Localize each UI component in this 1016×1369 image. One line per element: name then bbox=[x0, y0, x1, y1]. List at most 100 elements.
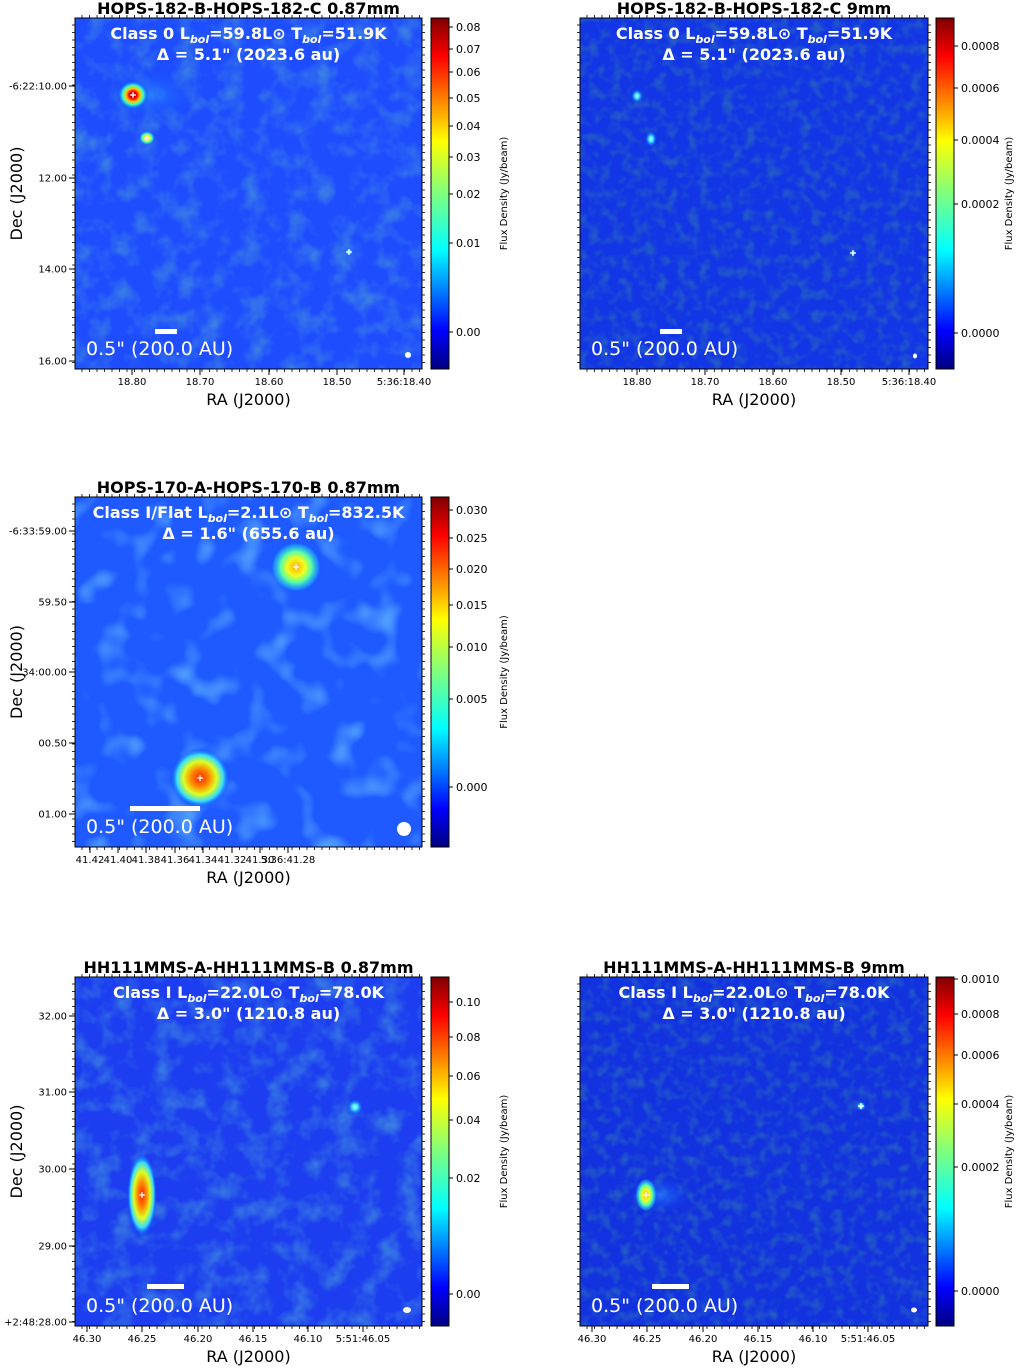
overlay-part-d: bol bbox=[309, 512, 328, 525]
overlay-separation-line: Δ = 5.1" (2023.6 au) bbox=[662, 45, 845, 64]
overlay-part-a: Class I/Flat L bbox=[93, 503, 208, 522]
axes-frame bbox=[74, 976, 423, 1327]
x-tick-label: 18.50 bbox=[323, 377, 352, 388]
colorbar-tick-label: 0.0002 bbox=[961, 1161, 1000, 1174]
x-axis-label: RA (J2000) bbox=[712, 390, 796, 409]
heatmap-image bbox=[75, 18, 422, 369]
overlay-part-d: bol bbox=[808, 33, 827, 46]
overlay-part-e: =832.5K bbox=[328, 503, 405, 522]
colorbar-label: Flux Density (Jy/beam) bbox=[499, 1095, 510, 1209]
heatmap-noise bbox=[75, 497, 422, 847]
minor-ticks bbox=[577, 15, 931, 372]
x-tick-label: 18.80 bbox=[623, 377, 652, 388]
y-tick-label: 30.00 bbox=[38, 1165, 67, 1176]
source-cross-marker bbox=[346, 249, 352, 255]
colorbar-tick-label: 0.02 bbox=[456, 1172, 481, 1185]
overlay-part-c: =2.1L⊙ T bbox=[227, 503, 309, 522]
colorbar-tick-label: 0.08 bbox=[456, 1031, 481, 1044]
source-emission-1 bbox=[347, 1099, 363, 1115]
colorbar-tick-label: 0.01 bbox=[456, 237, 481, 250]
colorbar-tick-label: 0.00 bbox=[456, 326, 481, 339]
colorbar-tick-label: 0.04 bbox=[456, 1114, 481, 1127]
x-tick-label: 41.32 bbox=[218, 855, 247, 866]
panel-title: HOPS-182-B-HOPS-182-C 0.87mm bbox=[97, 0, 400, 18]
colorbar-label: Flux Density (Jy/beam) bbox=[1004, 137, 1015, 251]
colorbar-tick-label: 0.0008 bbox=[961, 1008, 1000, 1021]
beam-ellipse bbox=[911, 1307, 917, 1313]
x-tick-label: 18.60 bbox=[255, 377, 284, 388]
colorbar-tick-label: 0.04 bbox=[456, 120, 481, 133]
x-tick-label: 5:51:46.05 bbox=[336, 1334, 390, 1345]
y-tick-label: 01.00 bbox=[38, 810, 67, 821]
scale-bar bbox=[155, 329, 177, 334]
x-tick-label: 46.15 bbox=[239, 1334, 268, 1345]
x-tick-label: 5:36:18.40 bbox=[377, 377, 431, 388]
x-tick-label: 5:51:46.05 bbox=[841, 1334, 895, 1345]
overlay-separation-line: Δ = 3.0" (1210.8 au) bbox=[157, 1004, 340, 1023]
overlay-part-e: =78.0K bbox=[824, 983, 890, 1002]
x-tick-label: 46.30 bbox=[578, 1334, 607, 1345]
colorbar-label: Flux Density (Jy/beam) bbox=[1004, 1095, 1015, 1209]
x-tick-label: 46.10 bbox=[799, 1334, 828, 1345]
source-cross-marker bbox=[850, 250, 856, 256]
y-tick-label: 00.50 bbox=[38, 739, 67, 750]
colorbar-tick-label: 0.0002 bbox=[961, 198, 1000, 211]
x-tick-label: 41.38 bbox=[132, 855, 161, 866]
overlay-part-a: Class I L bbox=[113, 983, 187, 1002]
panel-title: HH111MMS-A-HH111MMS-B 9mm bbox=[603, 958, 905, 977]
overlay-part-d: bol bbox=[805, 992, 824, 1005]
y-tick-label: 12.00 bbox=[38, 174, 67, 185]
y-axis-label: Dec (J2000) bbox=[7, 1105, 26, 1199]
colorbar-tick-label: 0.025 bbox=[456, 532, 488, 545]
source-cross-marker bbox=[139, 1192, 145, 1198]
x-tick-label: 46.20 bbox=[184, 1334, 213, 1345]
overlay-part-b: bol bbox=[695, 33, 714, 46]
colorbar-tick-label: 0.0004 bbox=[961, 1098, 1000, 1111]
colorbar-tick-label: 0.0008 bbox=[961, 40, 1000, 53]
colorbar-tick-label: 0.06 bbox=[456, 1070, 481, 1083]
x-tick-label: 5:36:18.40 bbox=[882, 377, 936, 388]
colorbar-tick-label: 0.010 bbox=[456, 641, 488, 654]
panel-title: HOPS-182-B-HOPS-182-C 9mm bbox=[617, 0, 891, 18]
overlay-part-b: bol bbox=[208, 512, 227, 525]
axes-frame bbox=[579, 17, 929, 370]
y-tick-label: 14.00 bbox=[38, 265, 67, 276]
y-tick-label: +2:48:28.00 bbox=[4, 1318, 67, 1329]
x-tick-label: 18.80 bbox=[118, 377, 147, 388]
x-tick-label: 41.34 bbox=[189, 855, 218, 866]
colorbar-tick-label: 0.0004 bbox=[961, 134, 1000, 147]
x-tick-label: 18.60 bbox=[759, 377, 788, 388]
scale-bar bbox=[652, 1284, 689, 1289]
y-axis-label: Dec (J2000) bbox=[7, 147, 26, 241]
source-cross-marker bbox=[643, 1192, 649, 1198]
x-axis-label: RA (J2000) bbox=[206, 390, 290, 409]
colorbar bbox=[935, 976, 955, 1327]
overlay-separation-line: Δ = 3.0" (1210.8 au) bbox=[662, 1004, 845, 1023]
colorbar-label: Flux Density (Jy/beam) bbox=[499, 615, 510, 729]
overlay-separation-line: Δ = 1.6" (655.6 au) bbox=[162, 524, 334, 543]
colorbar-tick-label: 0.10 bbox=[456, 996, 481, 1009]
overlay-part-d: bol bbox=[300, 992, 319, 1005]
heatmap-image bbox=[580, 18, 928, 369]
x-tick-label: 46.25 bbox=[128, 1334, 157, 1345]
scale-bar-label: 0.5" (200.0 AU) bbox=[86, 338, 233, 360]
heatmap-noise bbox=[580, 18, 928, 369]
beam-ellipse bbox=[403, 1307, 411, 1313]
x-tick-label: 46.15 bbox=[744, 1334, 773, 1345]
colorbar-tick-label: 0.0010 bbox=[961, 973, 1000, 986]
x-tick-label: 18.70 bbox=[186, 377, 215, 388]
x-tick-label: 41.30 bbox=[246, 855, 275, 866]
overlay-part-a: Class 0 L bbox=[110, 24, 190, 43]
source-halo bbox=[96, 65, 206, 125]
minor-ticks bbox=[577, 974, 931, 1329]
colorbar-tick-label: 0.0000 bbox=[961, 1285, 1000, 1298]
panel-title: HH111MMS-A-HH111MMS-B 0.87mm bbox=[84, 958, 414, 977]
overlay-part-d: bol bbox=[302, 33, 321, 46]
panel-title: HOPS-170-A-HOPS-170-B 0.87mm bbox=[97, 478, 400, 497]
y-tick-label: -6:22:10.00 bbox=[9, 82, 67, 93]
panel-p3: HOPS-170-A-HOPS-170-B 0.87mm Class I/Flat… bbox=[7, 478, 510, 887]
scale-bar-label: 0.5" (200.0 AU) bbox=[591, 1295, 738, 1317]
